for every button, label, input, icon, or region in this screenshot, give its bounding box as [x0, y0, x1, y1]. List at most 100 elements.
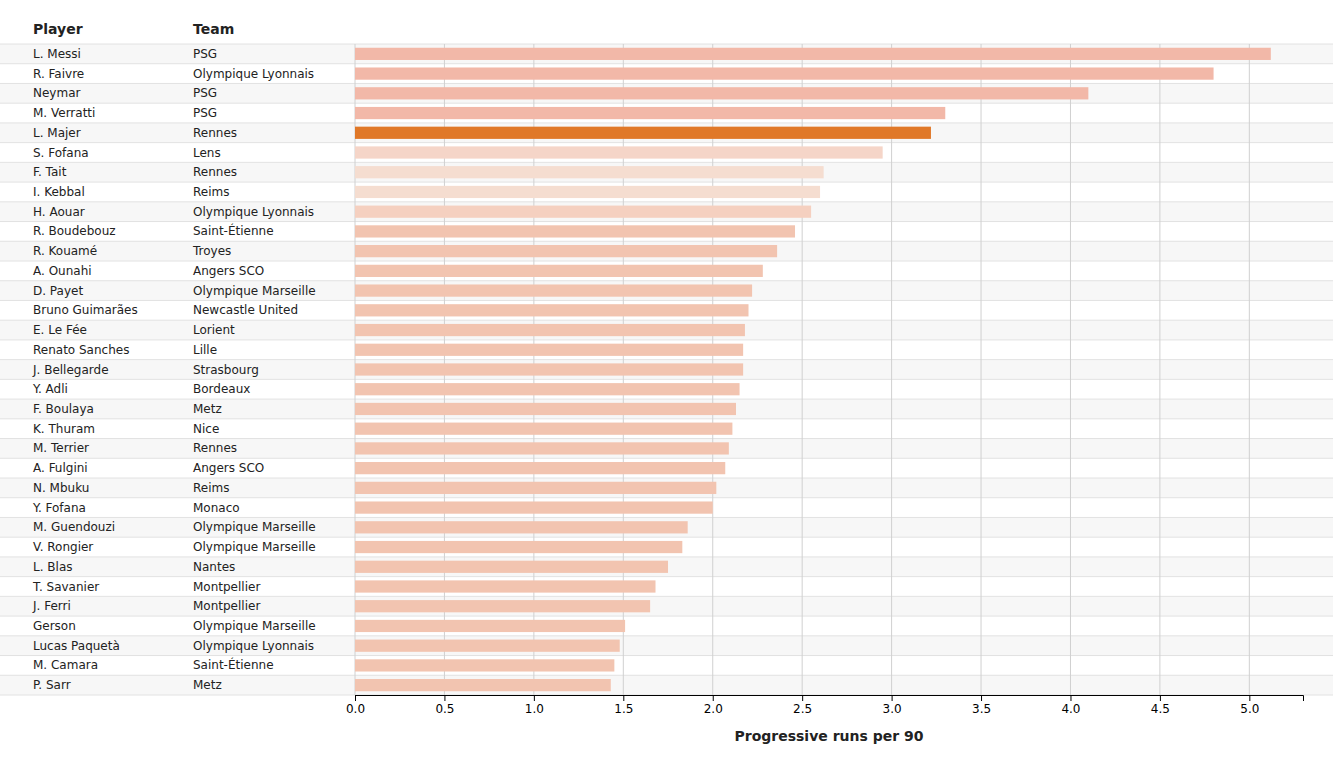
row-stripe	[0, 439, 1333, 459]
team-label: Montpellier	[193, 580, 260, 594]
row-separator	[0, 63, 1333, 64]
team-label: Olympique Marseille	[193, 520, 316, 534]
row-stripe	[0, 656, 1333, 676]
team-label: Rennes	[193, 441, 237, 455]
bar	[355, 659, 614, 671]
x-tick: 4.5	[1151, 695, 1170, 716]
row-separators	[0, 44, 1333, 695]
player-label: Lucas Paquetà	[33, 639, 120, 653]
row-separator	[0, 399, 1333, 400]
x-axis-title: Progressive runs per 90	[735, 728, 924, 744]
x-tick: 3.0	[883, 695, 902, 716]
row-stripe	[0, 64, 1333, 84]
player-label: L. Majer	[33, 126, 81, 140]
column-header: Player	[33, 21, 83, 37]
x-tick-label: 2.0	[704, 702, 723, 716]
x-tick-label: 3.0	[883, 702, 902, 716]
bar	[355, 501, 713, 513]
x-tick-mark	[713, 695, 714, 701]
column-header: Team	[193, 21, 234, 37]
bar	[355, 166, 824, 178]
team-label: Saint-Étienne	[193, 223, 274, 238]
team-label: Metz	[193, 402, 222, 416]
player-label: R. Boudebouz	[33, 224, 116, 238]
team-label: Olympique Lyonnais	[193, 67, 314, 81]
player-label: I. Kebbal	[33, 185, 85, 199]
row-stripe	[0, 636, 1333, 656]
player-labels: L. MessiR. FaivreNeymarM. VerrattiL. Maj…	[32, 47, 138, 692]
x-tick: 4.0	[1061, 695, 1080, 716]
team-label: Nice	[193, 422, 219, 436]
team-label: Lens	[193, 146, 221, 160]
row-stripe	[0, 399, 1333, 419]
player-label: Gerson	[33, 619, 76, 633]
row-stripe	[0, 577, 1333, 597]
row-stripe	[0, 340, 1333, 360]
player-label: S. Fofana	[33, 146, 89, 160]
row-stripe	[0, 300, 1333, 320]
bar	[355, 640, 620, 652]
bar	[355, 344, 743, 356]
row-separator	[0, 478, 1333, 479]
row-stripe	[0, 241, 1333, 261]
bar	[355, 679, 611, 691]
row-separator	[0, 280, 1333, 281]
headers: Player Team	[33, 21, 234, 37]
row-stripe	[0, 162, 1333, 182]
team-label: Olympique Marseille	[193, 540, 316, 554]
bar	[355, 383, 740, 395]
bar	[355, 363, 743, 375]
row-stripe	[0, 261, 1333, 281]
x-tick: 1.5	[614, 695, 633, 716]
row-separator	[0, 616, 1333, 617]
row-separator	[0, 201, 1333, 202]
bar	[355, 403, 736, 415]
row-stripes	[0, 44, 1333, 695]
team-label: Nantes	[193, 560, 235, 574]
row-separator	[0, 675, 1333, 676]
x-tick-mark	[1070, 695, 1071, 701]
row-stripe	[0, 44, 1333, 64]
team-label: Reims	[193, 481, 229, 495]
x-tick-mark	[802, 695, 803, 701]
player-label: N. Mbuku	[33, 481, 89, 495]
x-tick: 5.0	[1240, 695, 1259, 716]
row-separator	[0, 320, 1333, 321]
row-stripe	[0, 675, 1333, 695]
bar	[355, 245, 777, 257]
bar	[355, 107, 945, 119]
player-label: M. Guendouzi	[33, 520, 115, 534]
x-tick-mark	[623, 695, 624, 701]
bar	[355, 600, 650, 612]
team-label: Rennes	[193, 165, 237, 179]
row-stripe	[0, 281, 1333, 301]
row-separator	[0, 359, 1333, 360]
x-tick: 2.0	[704, 695, 723, 716]
row-separator	[0, 300, 1333, 301]
bar	[355, 324, 745, 336]
player-label: E. Le Fée	[33, 323, 87, 337]
row-stripe	[0, 103, 1333, 123]
row-stripe	[0, 143, 1333, 163]
bar	[355, 48, 1271, 60]
bar	[355, 127, 931, 139]
row-stripe	[0, 379, 1333, 399]
bar	[355, 482, 716, 494]
x-tick-mark	[1249, 695, 1250, 701]
team-label: PSG	[193, 47, 217, 61]
bar	[355, 561, 668, 573]
team-label: Olympique Marseille	[193, 619, 316, 633]
row-separator	[0, 103, 1333, 104]
x-tick-label: 4.0	[1061, 702, 1080, 716]
player-label: A. Ounahi	[33, 264, 92, 278]
team-label: Troyes	[192, 244, 231, 258]
bar	[355, 620, 625, 632]
team-label: Newcastle United	[193, 303, 298, 317]
team-label: Strasbourg	[193, 363, 259, 377]
row-separator	[0, 379, 1333, 380]
row-separator	[0, 517, 1333, 518]
x-tick-label: 1.5	[614, 702, 633, 716]
row-separator	[0, 635, 1333, 636]
x-tick-label: 3.5	[972, 702, 991, 716]
row-stripe	[0, 222, 1333, 242]
